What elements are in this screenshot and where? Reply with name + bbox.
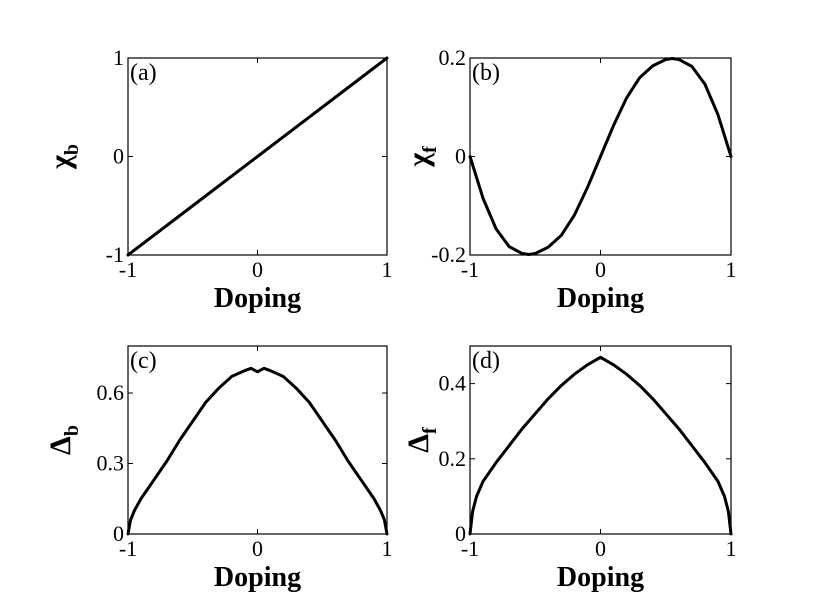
x-tick-label: 1 [726, 257, 737, 282]
x-tick-label: -1 [119, 257, 137, 282]
y-tick-label: 0.2 [439, 446, 467, 471]
y-tick-label: 1 [113, 45, 124, 70]
axes-frame-d [469, 345, 732, 535]
panel-label: (a) [130, 60, 157, 86]
y-tick-label: 0.4 [439, 371, 467, 396]
panel-label: (b) [472, 60, 500, 86]
x-tick-label: 1 [382, 536, 393, 561]
y-tick-label: 0 [455, 144, 466, 169]
y-axis-label-subscript: f [419, 427, 441, 434]
axes-frame-c [127, 345, 388, 535]
x-tick-label: -1 [461, 257, 479, 282]
y-axis-label-symbol: Δ [402, 434, 435, 453]
y-tick-label: 0.2 [439, 45, 467, 70]
x-tick-label: 1 [726, 536, 737, 561]
x-axis-label: Doping [557, 562, 644, 593]
y-axis-label-subscript: f [419, 146, 441, 153]
panel-label: (d) [472, 348, 500, 374]
y-tick-label: 0 [455, 521, 466, 546]
y-axis-label-subscript: b [61, 425, 83, 436]
series-line-d [468, 355, 733, 536]
x-axis-label: Doping [214, 562, 301, 593]
y-tick-label: 0 [113, 521, 124, 546]
y-tick-label: -1 [106, 242, 124, 267]
y-axis-label: Δb [44, 425, 83, 455]
y-tick-label: 0.3 [97, 451, 125, 476]
x-axis-label: Doping [214, 283, 301, 314]
y-axis-label: χf [402, 146, 441, 168]
series-line-b [468, 56, 733, 257]
series-line-a [126, 56, 389, 257]
x-tick-label: 0 [252, 536, 263, 561]
x-tick-label: 0 [595, 536, 606, 561]
y-axis-label-symbol: χ [44, 154, 77, 170]
series-line-c [126, 366, 389, 536]
y-axis-label-symbol: χ [402, 152, 435, 168]
y-axis-label-symbol: Δ [44, 436, 77, 455]
y-axis-label: Δf [402, 427, 441, 453]
x-tick-label: 0 [595, 257, 606, 282]
panel-b: -1 0 1 -0.2 0 0.2 Doping χf (b) [402, 45, 737, 314]
y-axis-label: χb [44, 144, 83, 170]
x-axis-label: Doping [557, 283, 644, 314]
x-tick-label: -1 [119, 536, 137, 561]
x-tick-label: 0 [252, 257, 263, 282]
x-tick-label: 1 [382, 257, 393, 282]
panel-a: -1 0 1 -1 0 1 Doping χb (a) [44, 45, 393, 314]
panel-label: (c) [130, 348, 157, 374]
y-axis-label-subscript: b [61, 144, 83, 155]
x-tick-label: -1 [461, 536, 479, 561]
y-tick-label: 0 [113, 144, 124, 169]
y-tick-label: 0.6 [97, 380, 125, 405]
y-tick-label: -0.2 [431, 242, 466, 267]
